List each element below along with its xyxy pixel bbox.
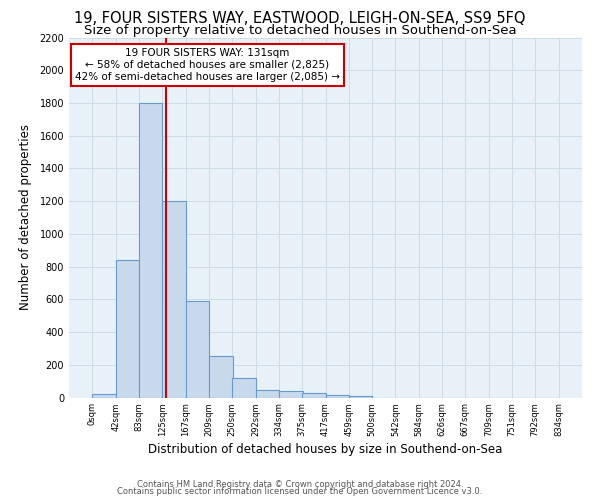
Bar: [232, 378, 256, 398]
Text: 19 FOUR SISTERS WAY: 131sqm
← 58% of detached houses are smaller (2,825)
42% of : 19 FOUR SISTERS WAY: 131sqm ← 58% of det…: [75, 48, 340, 82]
Bar: [256, 390, 279, 398]
Bar: [325, 395, 349, 398]
Bar: [302, 392, 325, 398]
X-axis label: Distribution of detached houses by size in Southend-on-Sea: Distribution of detached houses by size …: [148, 444, 503, 456]
Text: 19, FOUR SISTERS WAY, EASTWOOD, LEIGH-ON-SEA, SS9 5FQ: 19, FOUR SISTERS WAY, EASTWOOD, LEIGH-ON…: [74, 11, 526, 26]
Y-axis label: Number of detached properties: Number of detached properties: [19, 124, 32, 310]
Bar: [279, 391, 302, 398]
Bar: [209, 356, 233, 398]
Bar: [139, 103, 162, 398]
Bar: [116, 260, 139, 398]
Text: Size of property relative to detached houses in Southend-on-Sea: Size of property relative to detached ho…: [83, 24, 517, 37]
Text: Contains public sector information licensed under the Open Government Licence v3: Contains public sector information licen…: [118, 487, 482, 496]
Bar: [162, 201, 186, 398]
Bar: [349, 396, 373, 398]
Text: Contains HM Land Registry data © Crown copyright and database right 2024.: Contains HM Land Registry data © Crown c…: [137, 480, 463, 489]
Bar: [92, 394, 116, 398]
Bar: [186, 301, 209, 398]
